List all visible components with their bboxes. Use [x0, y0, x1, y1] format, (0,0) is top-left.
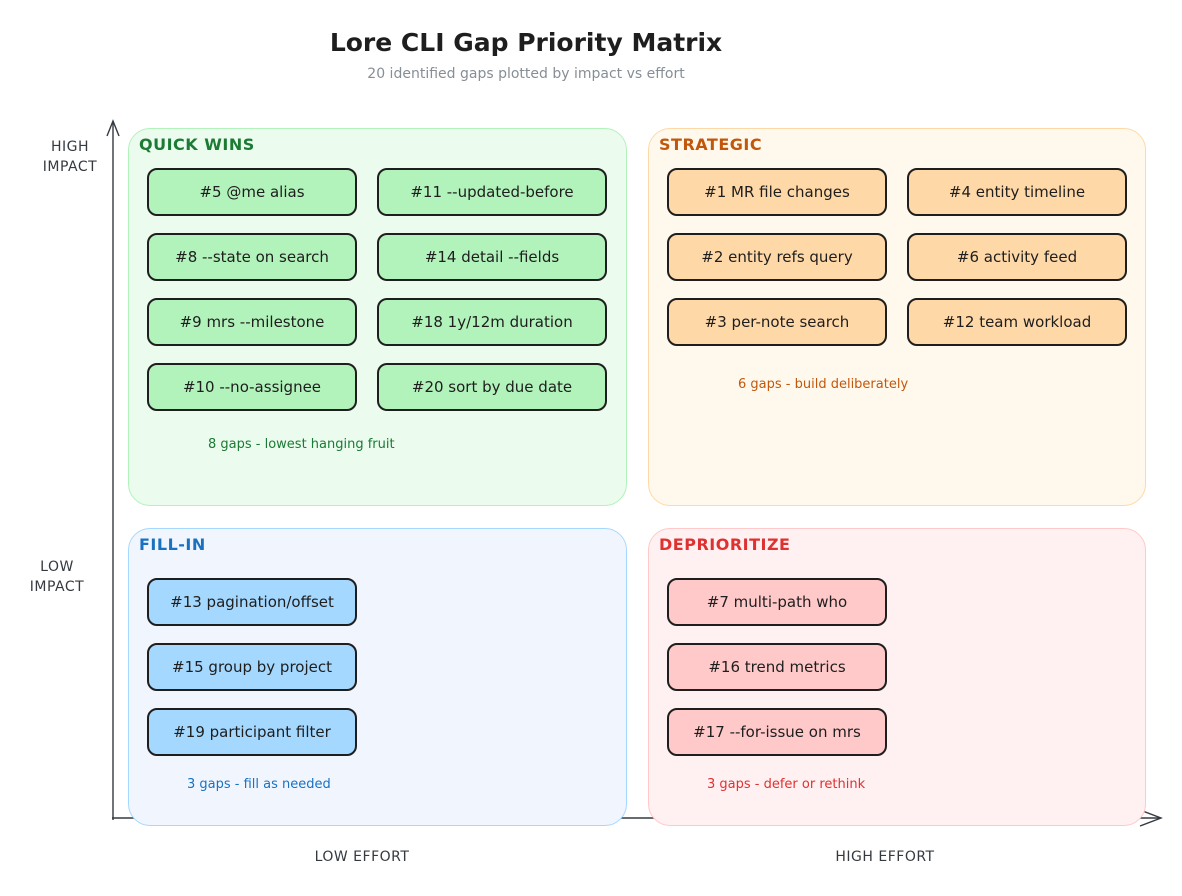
gap-card[interactable]: #18 1y/12m duration	[377, 298, 607, 346]
impact-axis	[106, 119, 120, 820]
gap-card[interactable]: #19 participant filter	[147, 708, 357, 756]
gap-card[interactable]: #17 --for-issue on mrs	[667, 708, 887, 756]
high-impact-line1: HIGH	[50, 139, 90, 155]
gap-card[interactable]: #3 per-note search	[667, 298, 887, 346]
quadrant-summary: 3 gaps - defer or rethink	[707, 777, 866, 792]
gap-card[interactable]: #7 multi-path who	[667, 578, 887, 626]
gap-card[interactable]: #9 mrs --milestone	[147, 298, 357, 346]
gap-card[interactable]: #12 team workload	[907, 298, 1127, 346]
gap-card[interactable]: #16 trend metrics	[667, 643, 887, 691]
gap-card[interactable]: #6 activity feed	[907, 233, 1127, 281]
diagram-title: Lore CLI Gap Priority Matrix	[329, 28, 723, 57]
quadrant-title: QUICK WINS	[139, 135, 255, 154]
gap-card[interactable]: #15 group by project	[147, 643, 357, 691]
quadrant-title: STRATEGIC	[659, 135, 763, 154]
quadrant-title: FILL-IN	[139, 535, 206, 554]
quadrant-summary: 3 gaps - fill as needed	[187, 777, 331, 792]
quadrant-title: DEPRIORITIZE	[659, 535, 791, 554]
gap-card[interactable]: #11 --updated-before	[377, 168, 607, 216]
gap-card[interactable]: #4 entity timeline	[907, 168, 1127, 216]
gap-card[interactable]: #10 --no-assignee	[147, 363, 357, 411]
gap-card[interactable]: #13 pagination/offset	[147, 578, 357, 626]
gap-card[interactable]: #20 sort by due date	[377, 363, 607, 411]
high-effort-label: HIGH EFFORT	[835, 849, 935, 865]
quadrant-summary: 6 gaps - build deliberately	[738, 377, 909, 392]
gap-card[interactable]: #8 --state on search	[147, 233, 357, 281]
gap-card[interactable]: #5 @me alias	[147, 168, 357, 216]
low-impact-line2: IMPACT	[29, 579, 85, 595]
gap-card[interactable]: #14 detail --fields	[377, 233, 607, 281]
quadrant-summary: 8 gaps - lowest hanging fruit	[208, 437, 395, 452]
gap-card[interactable]: #1 MR file changes	[667, 168, 887, 216]
high-impact-line2: IMPACT	[42, 159, 98, 175]
low-impact-label: LOW IMPACT	[27, 557, 87, 597]
low-impact-line1: LOW	[40, 559, 74, 575]
low-effort-label: LOW EFFORT	[314, 849, 410, 865]
diagram-subtitle: 20 identified gaps plotted by impact vs …	[367, 66, 685, 82]
high-impact-label: HIGH IMPACT	[40, 137, 100, 177]
gap-card[interactable]: #2 entity refs query	[667, 233, 887, 281]
